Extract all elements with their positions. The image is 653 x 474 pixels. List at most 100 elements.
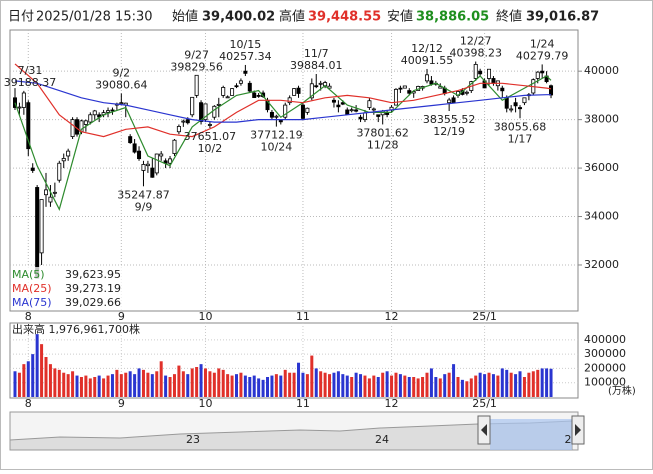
candle-body	[234, 85, 239, 88]
candle-body	[238, 80, 243, 84]
annotation-value: 40257.34	[219, 50, 272, 63]
volume-bar	[403, 375, 407, 397]
volume-bar	[13, 371, 17, 397]
annotation-value: 35247.87	[117, 188, 170, 201]
volume-bar	[319, 371, 323, 397]
volume-bar	[509, 372, 513, 397]
volume-unit: (万株)	[608, 384, 636, 397]
volume-bar	[159, 361, 163, 397]
candle-body	[336, 104, 341, 108]
volume-bar	[483, 374, 487, 397]
annotation-date: 9/2	[112, 66, 130, 79]
header-close-label: 終値	[496, 9, 522, 25]
candle-body	[438, 86, 443, 89]
volume-bar	[496, 375, 500, 397]
volume-bar	[102, 378, 106, 397]
volume-bar	[350, 377, 354, 397]
volume-bar	[314, 368, 318, 397]
volume-bar	[301, 372, 305, 397]
volume-bar	[22, 364, 26, 397]
arrow-right	[575, 424, 581, 436]
volume-bar	[465, 381, 469, 397]
volume-bar	[155, 371, 159, 397]
candle-body	[39, 199, 44, 254]
header-open: 39,400.02	[202, 10, 275, 25]
volume-bar	[40, 344, 44, 397]
candle-body	[429, 80, 434, 85]
candle-body	[518, 107, 523, 110]
candle-body	[447, 99, 452, 104]
candle-body	[106, 110, 111, 113]
volume-bar	[407, 377, 411, 397]
volume-bar	[217, 368, 221, 397]
legend-label: MA(75)	[12, 296, 52, 309]
candle-body	[154, 153, 159, 174]
annotation-date: 11/28	[367, 138, 399, 151]
candle-body	[500, 87, 505, 92]
volume-bar	[115, 369, 119, 397]
candle-body	[57, 162, 62, 181]
ma-line	[14, 80, 551, 123]
volume-bar	[93, 377, 97, 397]
header-high: 39,448.55	[308, 10, 381, 25]
volume-panel	[9, 322, 579, 399]
volume-bar	[199, 364, 203, 397]
navigator-label: 24	[375, 433, 389, 446]
x-tick-label: 25/1	[472, 310, 497, 323]
ma-line	[14, 63, 552, 138]
annotation-date: 9/9	[135, 200, 153, 213]
volume-bar	[66, 374, 70, 397]
volume-bar	[181, 371, 185, 397]
volume-bar	[341, 374, 345, 397]
candle-body	[345, 109, 350, 115]
candle-body	[349, 109, 354, 112]
header-close: 39,016.87	[526, 10, 599, 25]
ma-line	[14, 75, 552, 211]
candle-body	[292, 88, 297, 96]
volume-bar	[79, 377, 83, 397]
candle-body	[132, 143, 137, 153]
volume-bar	[456, 377, 460, 397]
volume-bar	[110, 374, 114, 397]
volume-bar	[354, 372, 358, 397]
volume-bar	[266, 377, 270, 397]
candle-body	[549, 85, 554, 96]
header-date-label: 日付	[8, 10, 34, 25]
candle-body	[451, 97, 456, 104]
y-tick-label: 100000	[584, 376, 626, 389]
volume-bar	[323, 372, 327, 397]
legend-label: MA(5)	[12, 268, 45, 281]
volume-bar	[412, 377, 416, 397]
candle-body	[393, 88, 398, 106]
annotation-date: 10/24	[261, 141, 293, 154]
volume-bar	[235, 374, 238, 397]
volume-bar	[195, 367, 199, 397]
volume-bar	[514, 374, 518, 397]
candle-body	[327, 85, 332, 89]
candle-body	[66, 150, 71, 157]
volume-bar	[17, 372, 21, 397]
header-date: 2025/01/28 15:30	[36, 10, 153, 25]
header-low-label: 安値	[387, 9, 413, 25]
volume-bar	[150, 374, 154, 397]
navigator-range[interactable]	[490, 419, 572, 450]
volume-bar	[190, 368, 194, 397]
volume-bar	[279, 375, 283, 397]
volume-bar	[416, 378, 420, 397]
volume-bar	[283, 369, 287, 397]
legend-value: 39,273.19	[65, 282, 121, 295]
volume-bar	[447, 372, 451, 397]
candle-body	[252, 92, 257, 98]
volume-bar	[474, 375, 478, 397]
volume-bar	[62, 372, 66, 397]
volume-bar	[398, 374, 402, 397]
volume-bar	[500, 368, 504, 397]
volume-bar	[75, 375, 79, 397]
candle-body	[540, 70, 545, 74]
volume-bar	[221, 369, 225, 397]
annotation-date: 10/15	[230, 38, 262, 51]
volume-bar	[203, 368, 207, 397]
annotation-value: 37651.07	[184, 130, 237, 143]
annotation-value: 39829.56	[170, 60, 223, 73]
candle-body	[203, 103, 208, 121]
